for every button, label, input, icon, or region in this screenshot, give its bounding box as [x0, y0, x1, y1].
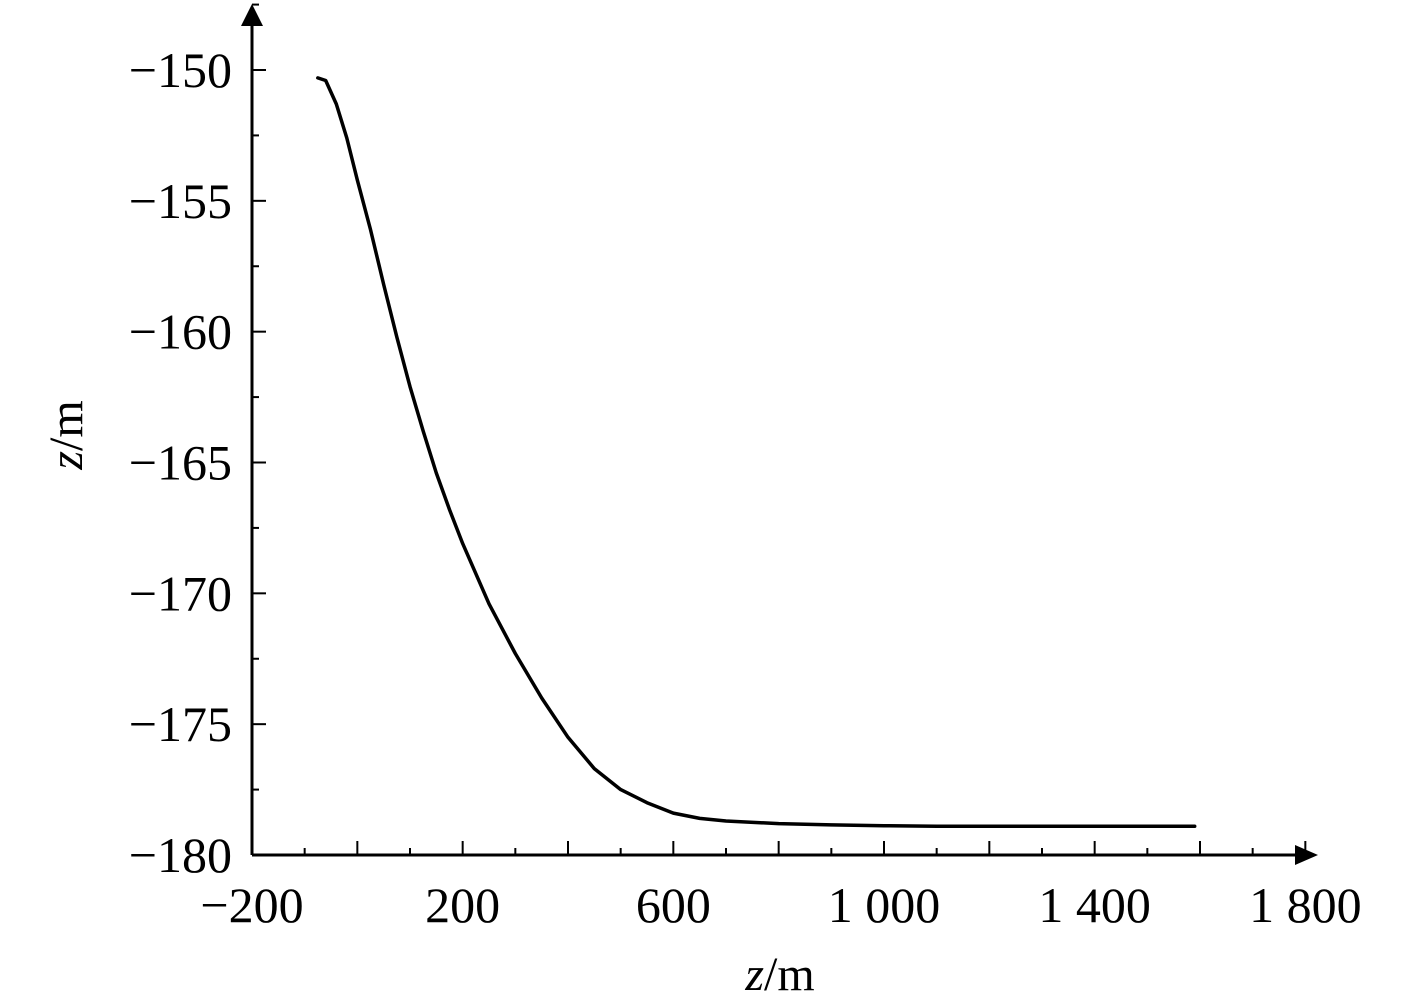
y-tick-label: −170	[129, 565, 232, 621]
y-tick-label: −150	[129, 42, 232, 98]
y-tick-label: −160	[129, 304, 232, 360]
x-tick-label: 1 400	[1038, 877, 1151, 933]
x-axis-title: z/m	[744, 948, 814, 1001]
y-tick-label: −175	[129, 696, 232, 752]
x-tick-label: −200	[200, 877, 303, 933]
x-tick-label: 1 000	[828, 877, 941, 933]
x-tick-label: 1 800	[1249, 877, 1362, 933]
y-tick-label: −155	[129, 173, 232, 229]
y-axis-title: z/m	[40, 400, 93, 470]
tick-labels: −200 200 600 1 000 1 400 1 800 −150 −155 −160 −16…	[129, 42, 1362, 933]
axes	[241, 4, 1318, 865]
y-tick-label: −180	[129, 827, 232, 883]
ticks	[252, 3, 1307, 856]
x-tick-label: 200	[425, 877, 500, 933]
x-tick-label: 600	[636, 877, 711, 933]
y-tick-label: −165	[129, 435, 232, 491]
series-line	[316, 76, 1197, 828]
series	[316, 76, 1197, 828]
x-axis-arrow	[1295, 845, 1318, 865]
y-axis-arrow	[241, 4, 263, 26]
